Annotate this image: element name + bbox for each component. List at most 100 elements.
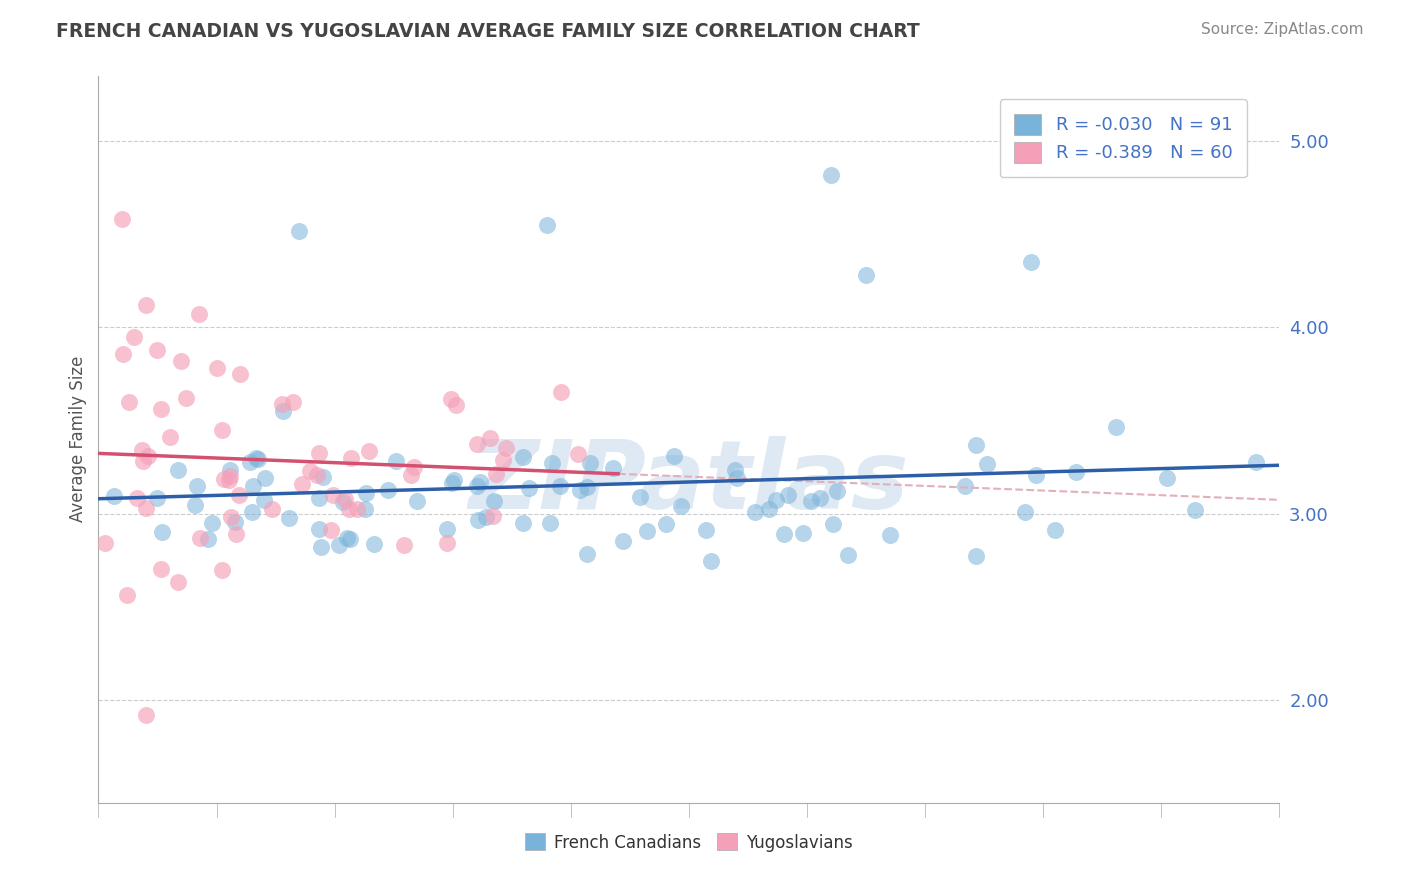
Point — [436, 522, 458, 536]
Point — [482, 494, 505, 508]
Point — [669, 499, 692, 513]
Point — [405, 494, 427, 508]
Point — [724, 463, 747, 477]
Point — [568, 483, 591, 497]
Point — [485, 467, 508, 482]
Text: ZIPatlas: ZIPatlas — [468, 436, 910, 530]
Point — [150, 401, 173, 416]
Point — [312, 470, 335, 484]
Point — [211, 423, 233, 437]
Point — [1043, 524, 1066, 538]
Point — [377, 483, 399, 497]
Point — [820, 168, 842, 182]
Point — [308, 522, 330, 536]
Point — [184, 498, 207, 512]
Point — [229, 367, 252, 381]
Point — [399, 468, 422, 483]
Point — [118, 395, 141, 409]
Point — [167, 574, 190, 589]
Point — [550, 385, 572, 400]
Point — [111, 347, 134, 361]
Point — [138, 449, 160, 463]
Point — [246, 452, 269, 467]
Point — [695, 523, 717, 537]
Point — [159, 430, 181, 444]
Point — [404, 459, 426, 474]
Point — [240, 505, 263, 519]
Point — [550, 478, 572, 492]
Point — [253, 492, 276, 507]
Point — [385, 453, 408, 467]
Point — [441, 476, 464, 491]
Point — [778, 488, 800, 502]
Point — [468, 475, 491, 489]
Point — [219, 463, 242, 477]
Point — [245, 450, 267, 465]
Point — [201, 516, 224, 530]
Point — [308, 491, 330, 505]
Point — [328, 538, 350, 552]
Point — [1244, 455, 1267, 469]
Point — [339, 532, 361, 546]
Point — [262, 502, 284, 516]
Point — [354, 502, 377, 516]
Point — [541, 456, 564, 470]
Point — [1021, 255, 1043, 269]
Point — [536, 218, 558, 232]
Point — [197, 532, 219, 546]
Point — [628, 491, 651, 505]
Point — [228, 488, 250, 502]
Point — [837, 548, 859, 562]
Point — [700, 554, 723, 568]
Point — [443, 473, 465, 487]
Point — [135, 298, 157, 312]
Point — [538, 516, 561, 530]
Point — [186, 478, 208, 492]
Point — [482, 508, 505, 523]
Point — [1105, 420, 1128, 434]
Point — [219, 468, 242, 483]
Point — [125, 491, 148, 505]
Point — [187, 307, 209, 321]
Point — [855, 268, 877, 283]
Point — [321, 523, 343, 537]
Point — [765, 492, 787, 507]
Point — [392, 538, 415, 552]
Point — [965, 549, 987, 563]
Point — [346, 501, 368, 516]
Point — [149, 562, 172, 576]
Point — [636, 524, 658, 538]
Point — [744, 505, 766, 519]
Point — [492, 453, 515, 467]
Point — [965, 438, 987, 452]
Point — [337, 502, 360, 516]
Point — [578, 456, 600, 470]
Point — [602, 461, 624, 475]
Point — [773, 526, 796, 541]
Point — [758, 501, 780, 516]
Point — [1156, 471, 1178, 485]
Point — [212, 471, 235, 485]
Point — [474, 509, 496, 524]
Point — [131, 443, 153, 458]
Point — [467, 513, 489, 527]
Point — [111, 212, 134, 227]
Point — [356, 486, 378, 500]
Point — [363, 537, 385, 551]
Point — [576, 547, 599, 561]
Point — [808, 491, 831, 506]
Point — [242, 478, 264, 492]
Point — [440, 392, 463, 407]
Point — [150, 524, 173, 539]
Text: Source: ZipAtlas.com: Source: ZipAtlas.com — [1201, 22, 1364, 37]
Point — [225, 527, 247, 541]
Point — [333, 491, 356, 506]
Point — [821, 516, 844, 531]
Point — [512, 516, 534, 530]
Point — [495, 442, 517, 456]
Point — [612, 534, 634, 549]
Point — [662, 450, 685, 464]
Point — [174, 391, 197, 405]
Point — [1014, 505, 1036, 519]
Point — [725, 471, 748, 485]
